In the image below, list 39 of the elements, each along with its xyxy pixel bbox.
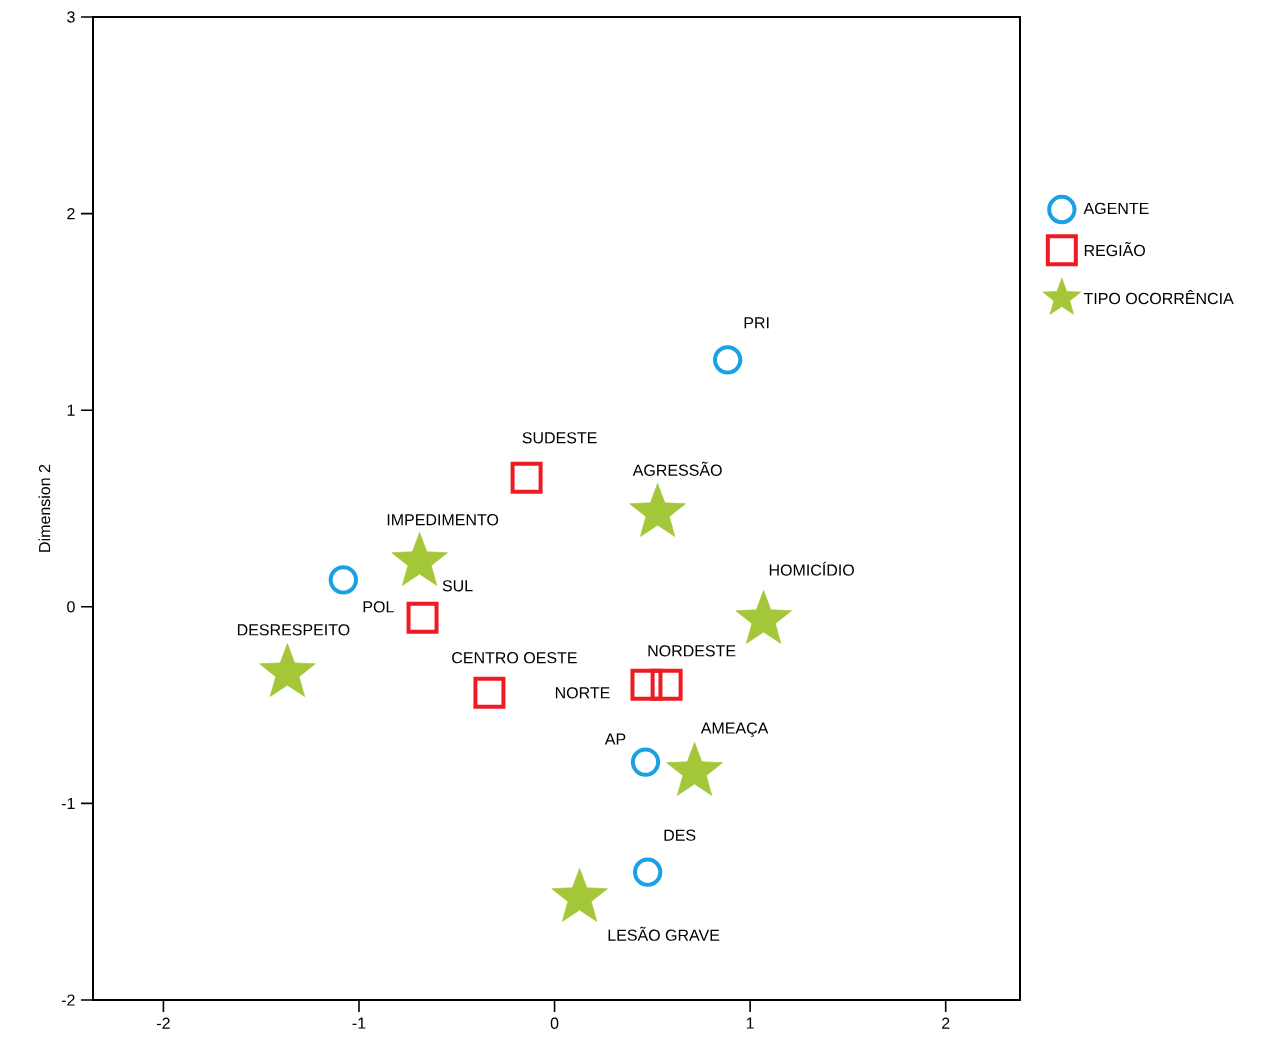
legend-label: REGIÃO xyxy=(1084,241,1145,257)
annotation: SUL xyxy=(442,580,473,592)
y-tick-label: -1 xyxy=(61,797,75,809)
annotation: AP xyxy=(604,733,626,745)
y-tick-label: 3 xyxy=(67,11,75,23)
x-tick-label: -1 xyxy=(352,1017,366,1029)
y-tick-label: 0 xyxy=(67,601,75,613)
x-tick-label: -2 xyxy=(157,1017,170,1029)
annotation: POL xyxy=(363,601,394,613)
annotation: AMEAÇA xyxy=(700,722,769,738)
x-tick-label: 1 xyxy=(746,1017,754,1029)
legend-label: AGENTE xyxy=(1083,202,1149,215)
annotation: SUDESTE xyxy=(522,432,597,444)
annotation: CENTRO OESTE xyxy=(452,652,577,664)
legend-label: TIPO OCORRÊNCIA xyxy=(1083,289,1234,305)
y-tick-label: 1 xyxy=(67,404,75,416)
y-axis-title: Dimension 2 xyxy=(38,464,51,552)
annotation: LESÃO GRAVE xyxy=(608,926,720,941)
annotation: PRI xyxy=(744,317,769,329)
point xyxy=(510,461,543,494)
x-tick-label: 0 xyxy=(550,1017,559,1029)
x-tick-label: 2 xyxy=(942,1017,950,1029)
annotation: DES xyxy=(664,829,696,841)
point xyxy=(630,747,661,777)
annotation: IMPEDIMENTO xyxy=(387,514,499,526)
point xyxy=(473,676,506,709)
annotation: AGRESSÃO xyxy=(632,461,722,476)
point xyxy=(328,565,358,595)
annotation: NORDESTE xyxy=(648,645,736,657)
point xyxy=(650,668,683,701)
point xyxy=(632,857,663,887)
point xyxy=(406,601,439,634)
annotation: DESRESPEITO xyxy=(237,624,350,636)
y-tick-label: 2 xyxy=(67,208,75,220)
annotation: NORTE xyxy=(555,687,610,699)
point xyxy=(630,668,663,701)
point xyxy=(712,345,743,375)
y-tick-label: -2 xyxy=(61,994,75,1006)
annotation: HOMICÍDIO xyxy=(769,561,854,576)
